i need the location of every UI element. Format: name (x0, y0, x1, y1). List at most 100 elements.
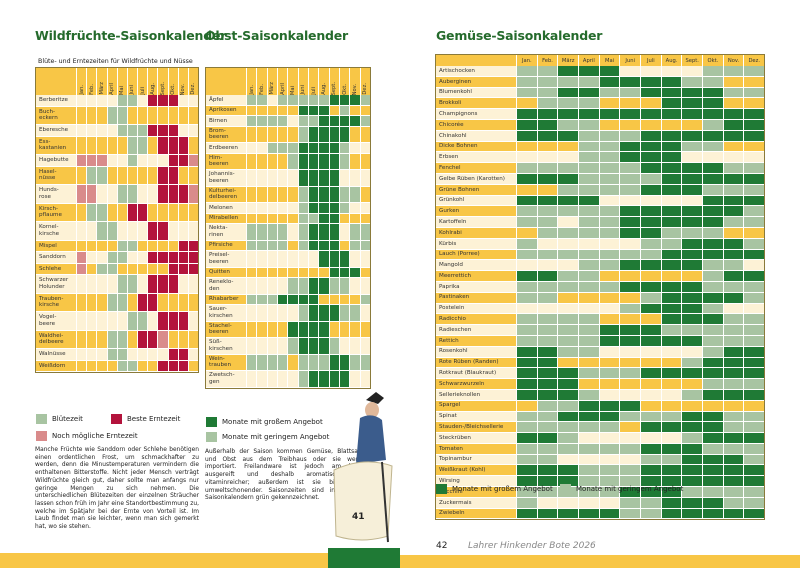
month-cell-large (681, 217, 703, 227)
month-cell-low (516, 87, 537, 98)
month-cell-low (557, 325, 579, 335)
month-cell-large (743, 389, 765, 400)
month-cell-best-harvest (167, 136, 178, 154)
row-label: Sanddorn (36, 252, 76, 263)
month-cell-empty (349, 371, 360, 387)
month-cell-large (318, 126, 329, 142)
month-cell-empty (722, 76, 744, 87)
row-label: Aprikosen (206, 105, 246, 115)
month-cell-bloom (116, 360, 127, 371)
month-cell-large (722, 508, 744, 519)
gemuese-calendar-table: Jan. Feb. März April Mai Juni Juli Aug. Sept. Okt… (435, 54, 765, 521)
month-cell-best-harvest (177, 312, 188, 330)
month-cell-low (722, 411, 744, 422)
month-cell-empty (516, 152, 537, 163)
month-cell-large (557, 195, 579, 206)
month-cell-large (338, 267, 350, 277)
calendar-row: Sanddorn (36, 252, 199, 264)
calendar-row: Rosenkohl (436, 346, 765, 358)
month-cell-empty (256, 186, 267, 202)
month-cell-empty (116, 222, 127, 240)
month-cell-low (338, 153, 350, 169)
month-cell-large (328, 251, 339, 267)
month-header: April (276, 68, 287, 95)
month-cell-empty (246, 251, 257, 267)
month-cell-empty (256, 321, 267, 337)
calendar-row: Schwarzer Holunder (36, 275, 199, 294)
month-cell-low (578, 163, 599, 173)
month-cell-low (516, 443, 537, 454)
month-cell-empty (743, 303, 765, 314)
month-cell-empty (349, 153, 360, 169)
month-cell-large (681, 163, 703, 173)
month-label: Juli (647, 57, 655, 64)
month-cell-low (297, 203, 308, 213)
month-cell-low (640, 454, 661, 465)
month-cell-empty (76, 360, 87, 371)
month-cell-large (598, 411, 620, 422)
month-cell-low (598, 152, 620, 163)
month-cell-low (246, 95, 257, 105)
month-cell-empty (86, 275, 97, 293)
month-cell-empty (349, 105, 360, 115)
month-cell-empty (743, 227, 765, 238)
calendar-row: Lauch (Porree) (436, 249, 765, 261)
month-cell-large (516, 109, 537, 119)
calendar-row: Sauer- kirschen (206, 305, 370, 322)
month-cell-low (557, 76, 579, 87)
month-cell-empty (743, 400, 765, 411)
month-cell-empty (681, 119, 703, 130)
month-cell-large (318, 116, 329, 126)
row-label: Mirabellen (206, 213, 246, 223)
calendar-row: Kornel- kirsche (36, 222, 199, 241)
month-cell-empty (177, 166, 188, 184)
row-label: Erdbeeren (206, 143, 246, 153)
month-cell-large (640, 325, 661, 335)
month-cell-empty (147, 185, 158, 203)
month-cell-large (619, 487, 641, 497)
month-label: Feb. (88, 84, 95, 95)
month-cell-empty (660, 271, 682, 281)
month-cell-large (660, 141, 682, 152)
month-cell-low (536, 217, 558, 227)
month-cell-large (297, 143, 308, 153)
month-cell-bloom (86, 166, 97, 184)
month-cell-large (702, 497, 723, 508)
row-label: Schlehe (36, 263, 76, 274)
month-cell-empty (246, 338, 257, 354)
month-cell-bloom (116, 185, 127, 203)
month-cell-empty (246, 153, 257, 169)
month-cell-low (536, 443, 558, 454)
month-cell-low (598, 281, 620, 292)
month-cell-empty (598, 454, 620, 465)
month-cell-empty (167, 203, 178, 221)
row-label: Paprika (436, 281, 516, 292)
month-cell-low (640, 508, 661, 519)
month-cell-large (318, 186, 329, 202)
month-cell-low (702, 227, 723, 238)
month-cell-large (681, 206, 703, 217)
month-cell-best-harvest (167, 275, 178, 293)
month-cell-empty (681, 271, 703, 281)
calendar-row: Rhabarber (206, 294, 370, 305)
month-cell-empty (106, 125, 117, 136)
low-swatch (560, 484, 571, 494)
month-cell-empty (287, 251, 298, 267)
calendar-row: Erdbeeren (206, 143, 370, 154)
month-cell-large (536, 476, 558, 487)
month-cell-low (297, 305, 308, 321)
month-cell-bloom (137, 125, 148, 136)
month-cell-empty (96, 136, 107, 154)
month-cell-low (297, 186, 308, 202)
month-cell-empty (359, 105, 370, 115)
month-cell-empty (598, 98, 620, 109)
month-cell-low (297, 213, 308, 223)
month-cell-bloom (126, 275, 138, 293)
month-cell-low (598, 227, 620, 238)
month-cell-empty (359, 203, 370, 213)
month-cell-large (328, 267, 339, 277)
month-cell-low (516, 497, 537, 508)
month-cell-empty (137, 185, 148, 203)
month-cell-low (359, 294, 370, 304)
row-label: Champignons (436, 109, 516, 119)
